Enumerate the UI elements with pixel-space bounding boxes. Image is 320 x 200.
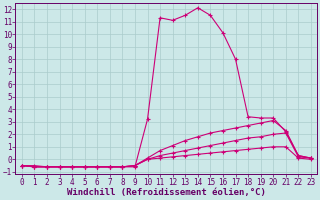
X-axis label: Windchill (Refroidissement éolien,°C): Windchill (Refroidissement éolien,°C) [67,188,266,197]
